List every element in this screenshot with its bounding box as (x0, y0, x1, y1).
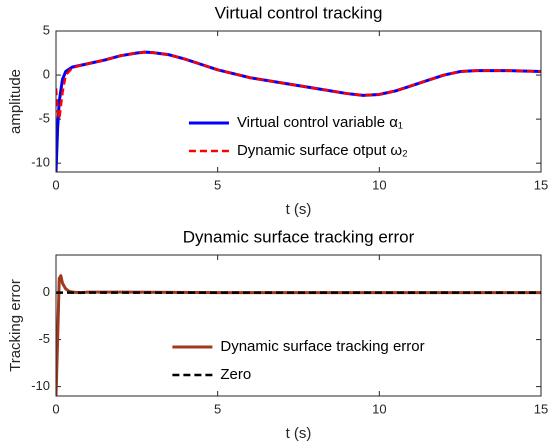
legend-label: Dynamic surface tracking error (220, 338, 424, 355)
y-tick-label: 0 (43, 284, 50, 299)
y-tick-label: 0 (43, 67, 50, 82)
legend: Dynamic surface tracking error Zero (172, 338, 425, 383)
y-axis-label: Tracking error (7, 279, 24, 372)
x-axis-label: t (s) (286, 201, 312, 218)
y-axis-label: amplitude (7, 69, 24, 134)
chart-title: Virtual control tracking (215, 3, 383, 22)
legend-label: Dynamic surface otput ω₂ (237, 142, 408, 159)
legend-label: Zero (220, 366, 251, 383)
plot-area (56, 255, 541, 396)
series-line (56, 50, 541, 172)
legend-label: Virtual control variable α₁ (237, 114, 403, 131)
y-tick-label: -10 (31, 155, 50, 170)
x-tick-label: 5 (214, 401, 221, 416)
legend: Virtual control variable α₁ Dynamic surfa… (188, 114, 408, 159)
x-axis-label: t (s) (286, 425, 312, 442)
x-tick-label: 15 (534, 177, 548, 192)
y-tick-label: -10 (31, 378, 50, 393)
x-tick-label: 10 (372, 177, 386, 192)
chart-title: Dynamic surface tracking error (183, 227, 415, 246)
x-tick-label: 15 (534, 401, 548, 416)
y-tick-label: -5 (38, 331, 50, 346)
y-tick-label: -5 (38, 111, 50, 126)
x-tick-label: 5 (214, 177, 221, 192)
x-tick-label: 0 (52, 177, 59, 192)
x-tick-label: 0 (52, 401, 59, 416)
y-tick-label: 5 (43, 22, 50, 37)
axes-box (55, 30, 542, 173)
axes-box (55, 254, 542, 397)
x-tick-label: 10 (372, 401, 386, 416)
